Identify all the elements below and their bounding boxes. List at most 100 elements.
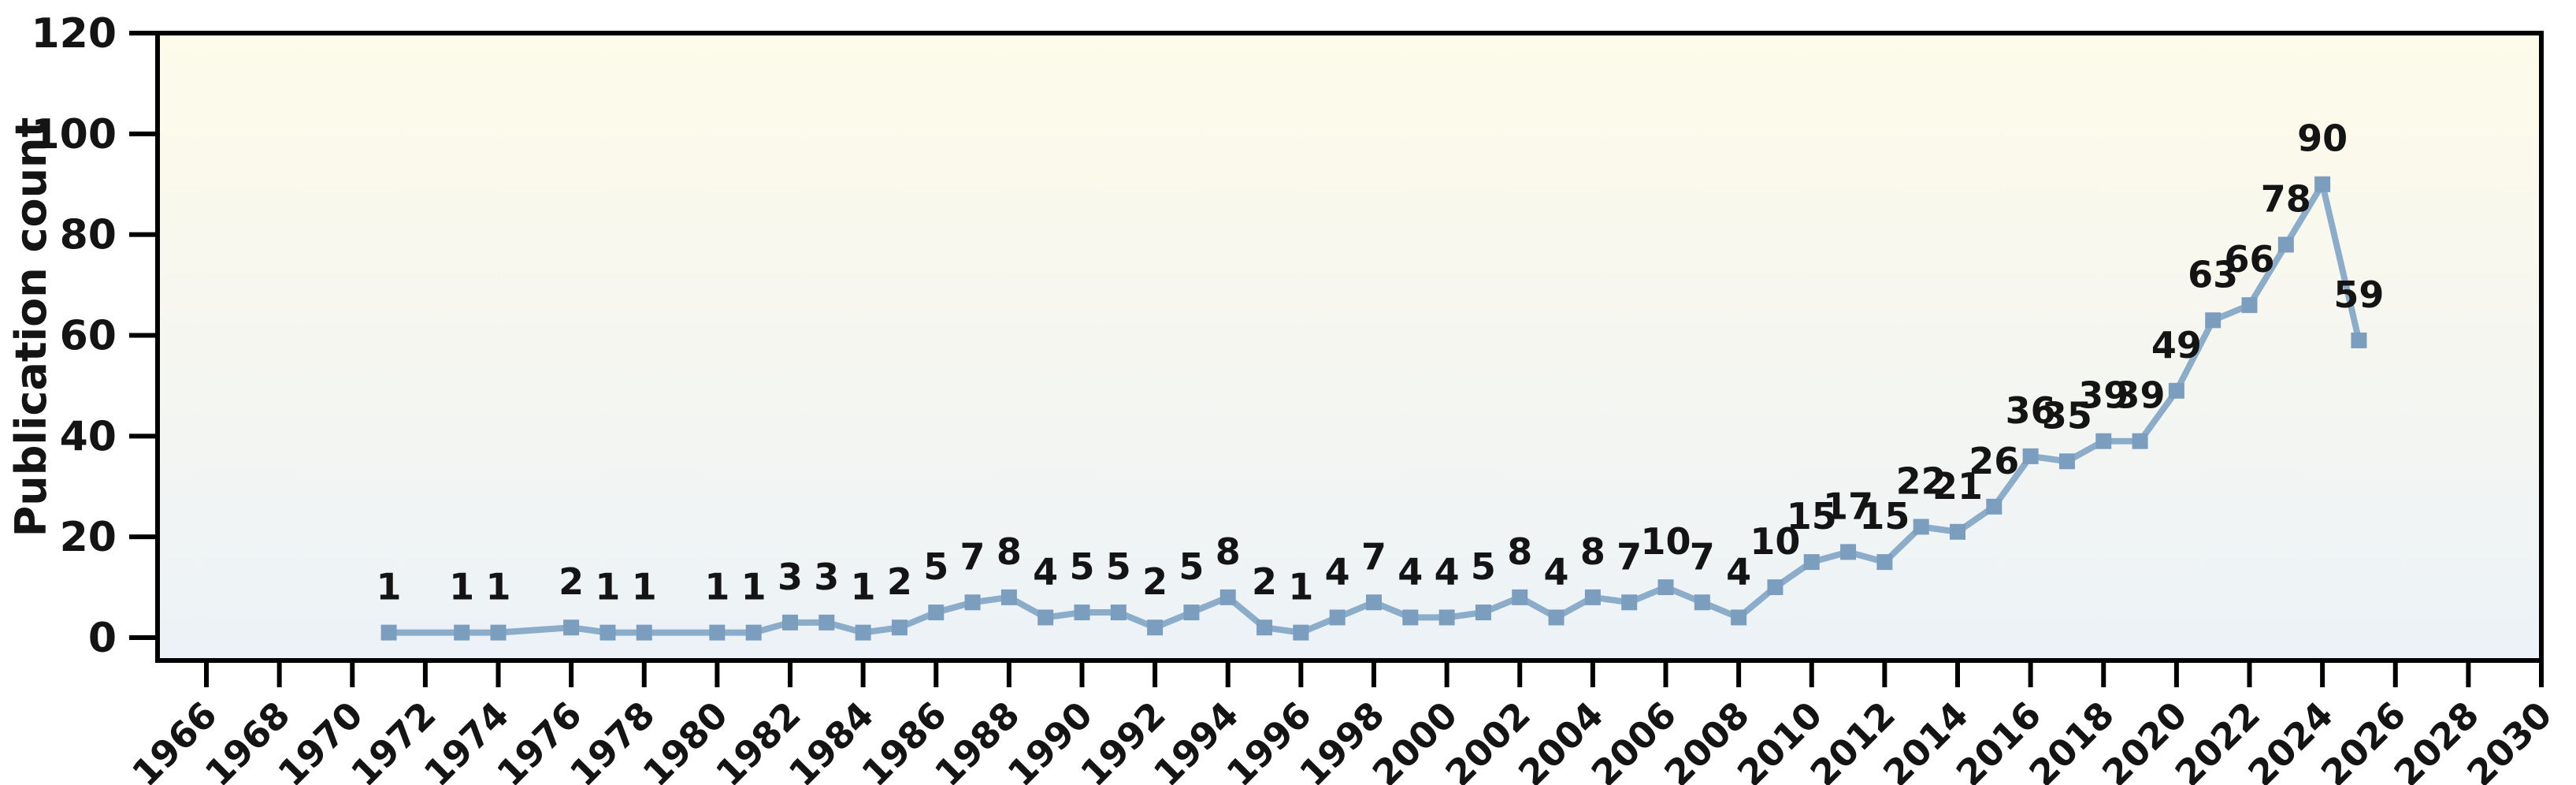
value-label: 35 xyxy=(2042,394,2092,437)
data-point-marker xyxy=(1000,589,1017,605)
value-label: 1 xyxy=(485,566,510,608)
data-point-marker xyxy=(1183,605,1200,621)
value-label: 7 xyxy=(960,535,985,578)
data-point-marker xyxy=(1256,619,1273,636)
data-point-marker xyxy=(1329,609,1346,626)
value-label: 10 xyxy=(1640,520,1691,563)
data-point-marker xyxy=(1803,554,1820,571)
data-point-marker xyxy=(2277,236,2294,253)
data-point-marker xyxy=(928,605,945,621)
data-point-marker xyxy=(599,624,616,641)
data-line xyxy=(388,180,2363,636)
value-label: 15 xyxy=(1859,495,1910,538)
data-series xyxy=(388,180,2363,636)
data-point-marker xyxy=(1110,605,1127,621)
data-point-marker xyxy=(964,594,981,611)
data-point-marker xyxy=(563,619,580,636)
y-tick-label: 20 xyxy=(60,514,117,561)
value-label: 8 xyxy=(1507,530,1532,573)
value-label: 5 xyxy=(1106,545,1131,588)
data-point-marker xyxy=(709,624,726,641)
data-point-marker xyxy=(1840,544,1857,560)
value-label: 90 xyxy=(2297,117,2348,160)
value-label: 7 xyxy=(1616,535,1642,578)
data-point-marker xyxy=(1621,594,1638,611)
y-tick-label: 120 xyxy=(31,10,117,58)
y-axis-title: Publication count xyxy=(6,117,56,538)
value-label: 4 xyxy=(1325,550,1350,593)
y-tick-label: 100 xyxy=(31,111,117,158)
y-tick-label: 80 xyxy=(60,212,117,259)
data-point-marker xyxy=(1657,579,1674,596)
value-label: 17 xyxy=(1823,485,1873,527)
value-label: 5 xyxy=(1471,545,1496,588)
data-point-marker xyxy=(855,624,871,641)
value-label: 7 xyxy=(1361,535,1386,578)
value-label: 7 xyxy=(1690,535,1715,578)
data-point-marker xyxy=(1913,519,1929,535)
data-point-marker xyxy=(1950,523,1965,540)
value-label: 1 xyxy=(704,566,729,608)
value-label: 66 xyxy=(2224,238,2274,281)
value-label: 39 xyxy=(2115,374,2166,417)
value-label: 26 xyxy=(1969,440,2019,482)
data-point-marker xyxy=(818,614,835,631)
value-label: 1 xyxy=(851,566,876,608)
data-point-marker xyxy=(2058,453,2075,470)
data-point-marker xyxy=(2241,297,2258,314)
value-label: 4 xyxy=(1726,550,1751,593)
value-label: 39 xyxy=(2078,374,2129,417)
data-point-marker xyxy=(2095,433,2112,449)
data-point-marker xyxy=(1548,609,1565,626)
value-label: 4 xyxy=(1544,550,1569,593)
value-label: 1 xyxy=(449,566,474,608)
value-label: 49 xyxy=(2151,324,2202,366)
value-label: 8 xyxy=(997,530,1022,573)
value-label: 22 xyxy=(1896,459,1947,502)
data-point-marker xyxy=(1512,589,1528,605)
data-point-marker xyxy=(1475,605,1491,621)
data-point-marker xyxy=(745,624,762,641)
y-tick-label: 0 xyxy=(88,615,117,662)
value-label: 8 xyxy=(1580,530,1605,573)
value-label: 1 xyxy=(632,566,657,608)
value-label: 78 xyxy=(2261,177,2311,220)
data-point-marker xyxy=(1876,554,1893,571)
value-label: 1 xyxy=(595,566,620,608)
data-point-marker xyxy=(1074,605,1090,621)
data-point-marker xyxy=(454,624,470,641)
plot-area xyxy=(155,31,2544,663)
value-label: 63 xyxy=(2188,253,2238,296)
data-point-marker xyxy=(2314,176,2331,192)
data-point-marker xyxy=(2132,433,2148,449)
x-tick-label: 2030 xyxy=(2459,694,2560,785)
value-label: 21 xyxy=(1932,465,1983,508)
value-label: 4 xyxy=(1435,550,1460,593)
value-label: 1 xyxy=(1288,566,1313,608)
value-label: 36 xyxy=(2006,389,2056,432)
value-label: 5 xyxy=(1179,545,1204,588)
value-label: 5 xyxy=(923,545,948,588)
value-label: 1 xyxy=(377,566,402,608)
data-point-marker xyxy=(1219,589,1236,605)
value-label: 8 xyxy=(1216,530,1241,573)
data-point-marker xyxy=(782,614,798,631)
value-label: 5 xyxy=(1069,545,1094,588)
data-point-marker xyxy=(891,619,908,636)
data-point-marker xyxy=(1366,594,1382,611)
value-label: 15 xyxy=(1787,495,1837,538)
value-label: 4 xyxy=(1397,550,1423,593)
value-label: 2 xyxy=(1252,560,1277,603)
data-markers xyxy=(380,176,2367,641)
value-label: 2 xyxy=(559,560,584,603)
data-point-marker xyxy=(1147,619,1164,636)
data-point-marker xyxy=(636,624,652,641)
data-point-marker xyxy=(1402,609,1419,626)
data-point-marker xyxy=(1584,589,1601,605)
value-label: 4 xyxy=(1033,550,1058,593)
value-label: 1 xyxy=(741,566,766,608)
value-label: 2 xyxy=(887,560,912,603)
